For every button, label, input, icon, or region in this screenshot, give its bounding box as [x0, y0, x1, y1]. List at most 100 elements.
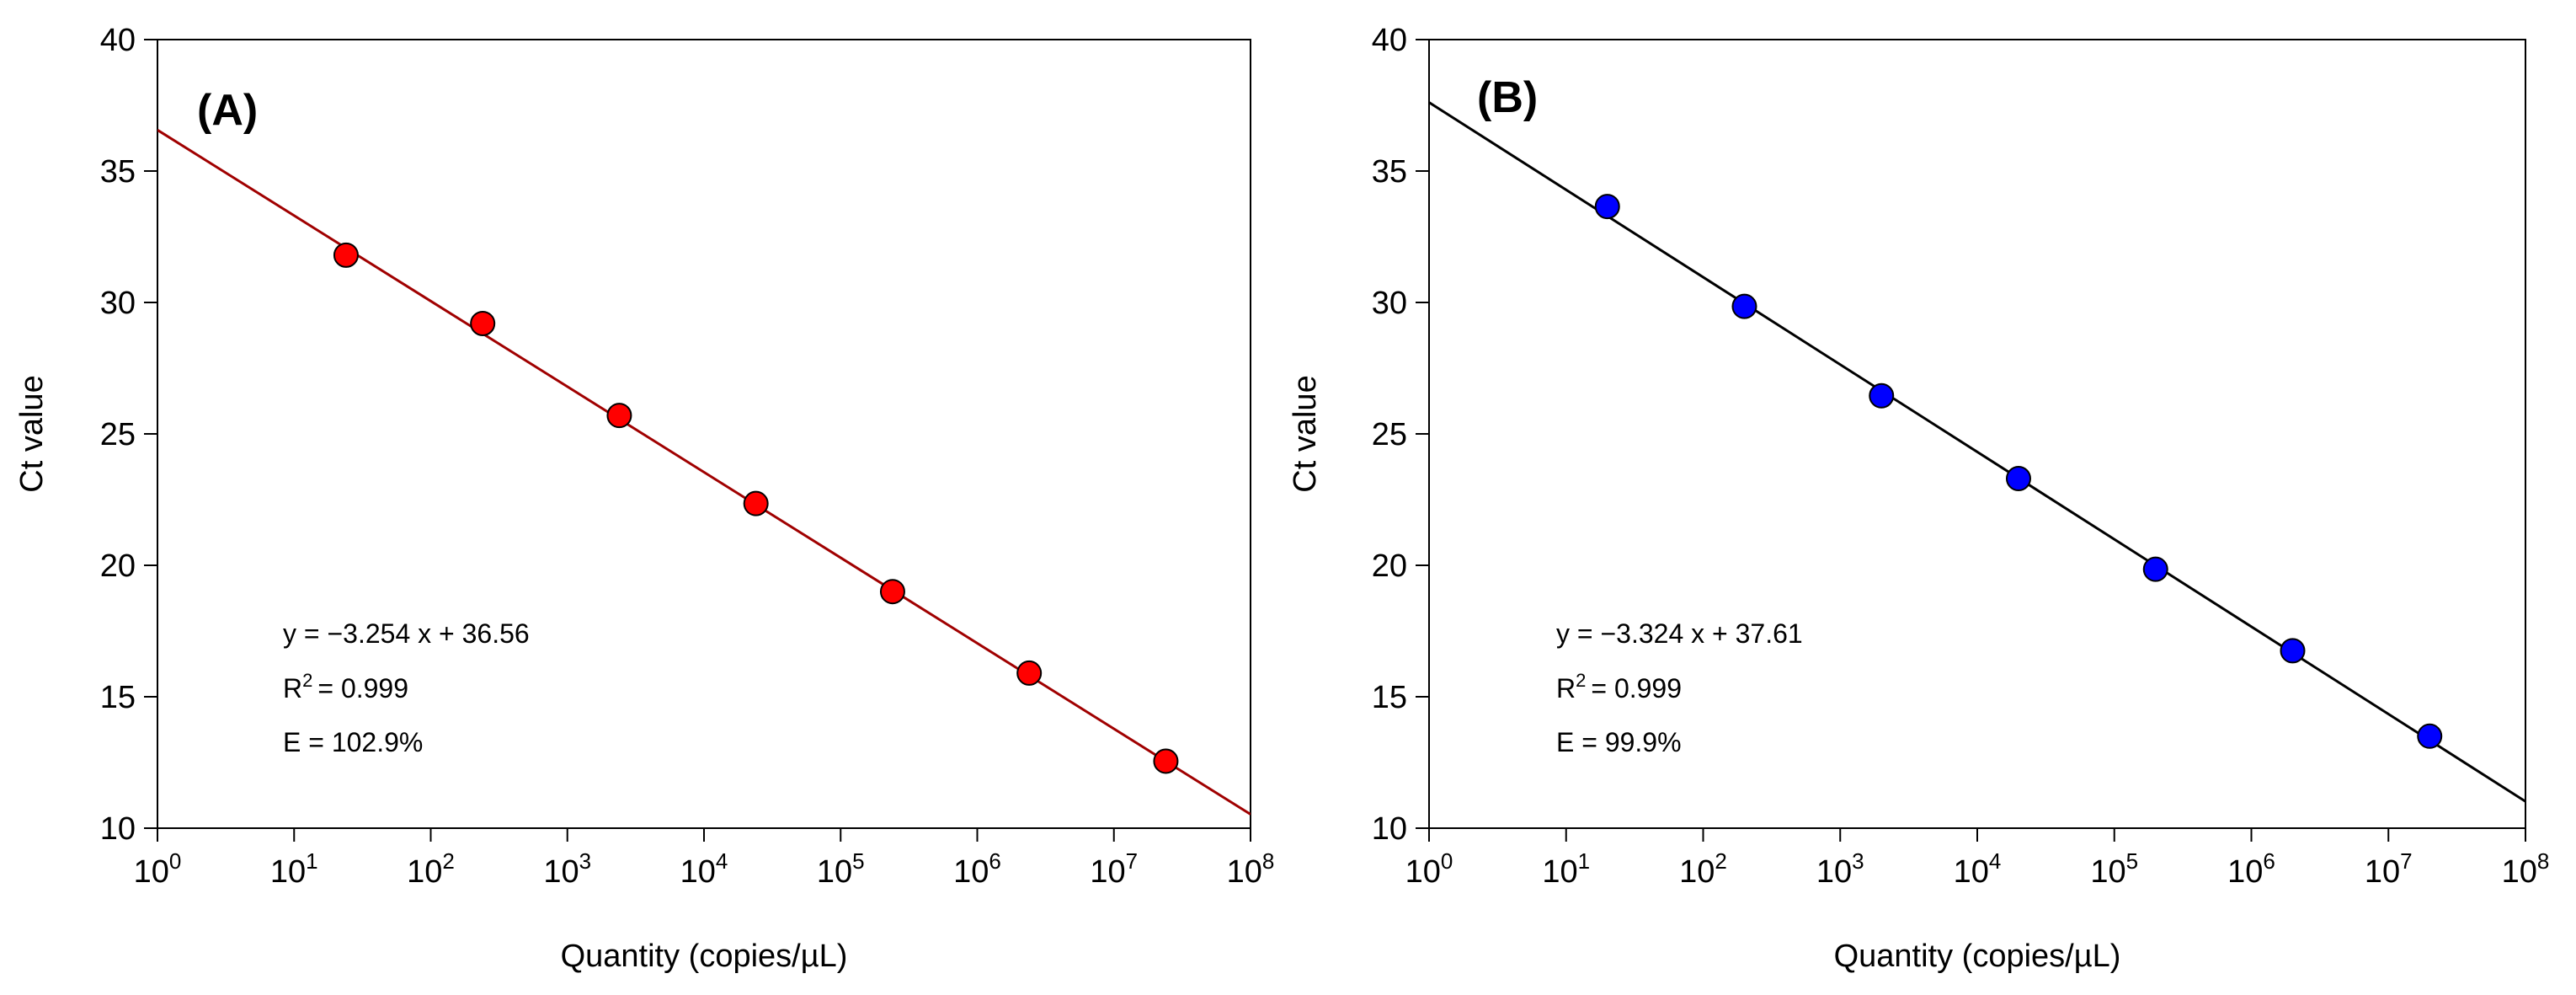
data-point-a — [606, 403, 632, 429]
r-squared-b: R2 = 0.999 — [1556, 670, 1682, 703]
data-point-a — [470, 310, 496, 336]
x-axis-b: 100 101 102 103 104 105 106 107 108 — [1405, 828, 2550, 890]
r-squared-value-a: = 0.999 — [317, 673, 408, 703]
x-tick-exponent: 2 — [1715, 848, 1726, 874]
y-axis-label-a: Ct value — [14, 375, 50, 492]
x-tick-exponent: 4 — [1989, 848, 2001, 874]
x-tick-exponent: 5 — [2126, 848, 2138, 874]
x-tick-exponent: 6 — [989, 848, 1000, 874]
plot-frame-b — [1428, 39, 2526, 829]
y-tick-label: 25 — [100, 417, 136, 452]
x-tick-base: 10 — [953, 854, 989, 890]
x-tick-exponent: 1 — [1578, 848, 1590, 874]
x-tick-label: 107 — [2365, 848, 2413, 890]
y-tick-label: 30 — [1372, 286, 1407, 321]
x-tick-exponent: 7 — [2400, 848, 2412, 874]
panel-label-a: (A) — [197, 86, 258, 135]
x-tick-label: 102 — [407, 848, 455, 890]
x-tick-label: 106 — [953, 848, 1001, 890]
x-tick-base: 10 — [134, 854, 169, 890]
x-tick-label: 104 — [680, 848, 728, 890]
data-point-a — [743, 490, 769, 516]
data-point-a — [1153, 748, 1179, 774]
x-tick-base: 10 — [407, 854, 442, 890]
x-tick-label: 103 — [1816, 848, 1864, 890]
x-tick-label: 102 — [1679, 848, 1727, 890]
x-tick-label: 108 — [1227, 848, 1275, 890]
x-tick-exponent: 0 — [1441, 848, 1453, 874]
x-tick-base: 10 — [2502, 854, 2537, 890]
x-tick-base: 10 — [2227, 854, 2263, 890]
x-tick-exponent: 3 — [579, 848, 591, 874]
r-squared-label-a: R — [283, 673, 302, 703]
x-tick-label: 104 — [1954, 848, 2002, 890]
r-squared-a: R2 = 0.999 — [283, 670, 408, 703]
x-tick-base: 10 — [1405, 854, 1441, 890]
y-axis-label-b: Ct value — [1288, 375, 1323, 492]
plot-frame-a — [157, 39, 1251, 829]
data-point-b — [2005, 466, 2031, 492]
x-tick-base: 10 — [1954, 854, 1989, 890]
x-tick-base: 10 — [1679, 854, 1715, 890]
x-tick-label: 106 — [2227, 848, 2275, 890]
x-tick-exponent: 5 — [852, 848, 864, 874]
data-point-a — [879, 579, 905, 605]
x-tick-label: 107 — [1090, 848, 1138, 890]
x-tick-exponent: 7 — [1126, 848, 1138, 874]
x-tick-label: 105 — [2090, 848, 2138, 890]
y-tick-label: 40 — [100, 23, 136, 58]
data-point-b — [2280, 638, 2306, 664]
x-tick-base: 10 — [1816, 854, 1852, 890]
x-tick-exponent: 2 — [442, 848, 454, 874]
y-tick-label: 25 — [1372, 417, 1407, 452]
x-axis-a: 100 101 102 103 104 105 106 107 108 — [134, 828, 1275, 890]
y-axis-a: 10 15 20 25 30 35 40 — [100, 23, 157, 847]
efficiency-a: E = 102.9% — [283, 727, 423, 757]
x-tick-label: 103 — [543, 848, 591, 890]
data-point-b — [2417, 723, 2443, 749]
x-tick-base: 10 — [1542, 854, 1577, 890]
y-tick-label: 30 — [100, 286, 136, 321]
y-tick-label: 10 — [1372, 811, 1407, 847]
x-tick-exponent: 8 — [1262, 848, 1274, 874]
x-tick-exponent: 1 — [306, 848, 317, 874]
x-tick-label: 108 — [2502, 848, 2550, 890]
y-tick-label: 40 — [1372, 23, 1407, 58]
y-tick-label: 15 — [100, 680, 136, 715]
data-point-b — [1594, 194, 1620, 220]
data-point-a — [1016, 660, 1043, 686]
x-tick-exponent: 4 — [716, 848, 728, 874]
data-point-b — [2142, 556, 2168, 582]
x-tick-label: 100 — [1405, 848, 1453, 890]
x-tick-base: 10 — [543, 854, 579, 890]
x-tick-label: 101 — [1542, 848, 1590, 890]
r-squared-value-b: = 0.999 — [1591, 673, 1682, 703]
x-axis-label-b: Quantity (copies/µL) — [1834, 939, 2121, 974]
y-tick-label: 35 — [100, 154, 136, 190]
x-tick-label: 100 — [134, 848, 182, 890]
x-tick-base: 10 — [1227, 854, 1262, 890]
data-point-b — [1869, 382, 1895, 409]
fit-equation-a: y = −3.254 x + 36.56 — [283, 618, 530, 649]
y-tick-label: 20 — [100, 548, 136, 584]
x-tick-base: 10 — [270, 854, 306, 890]
fit-equation-b: y = −3.324 x + 37.61 — [1556, 618, 1803, 649]
regression-line-a — [157, 129, 1251, 816]
x-tick-exponent: 8 — [2537, 848, 2549, 874]
x-tick-label: 101 — [270, 848, 318, 890]
panel-label-b: (B) — [1477, 73, 1538, 122]
x-tick-exponent: 6 — [2263, 848, 2275, 874]
y-axis-b: 10 15 20 25 30 35 40 — [1372, 23, 1429, 847]
efficiency-b: E = 99.9% — [1556, 727, 1682, 757]
data-point-a — [333, 242, 359, 268]
r-squared-label-b: R — [1556, 673, 1576, 703]
x-tick-base: 10 — [1090, 854, 1125, 890]
x-tick-exponent: 0 — [169, 848, 181, 874]
r-squared-sup-a: 2 — [302, 670, 312, 691]
x-tick-base: 10 — [680, 854, 716, 890]
y-tick-label: 10 — [100, 811, 136, 847]
r-squared-sup-b: 2 — [1576, 670, 1586, 691]
